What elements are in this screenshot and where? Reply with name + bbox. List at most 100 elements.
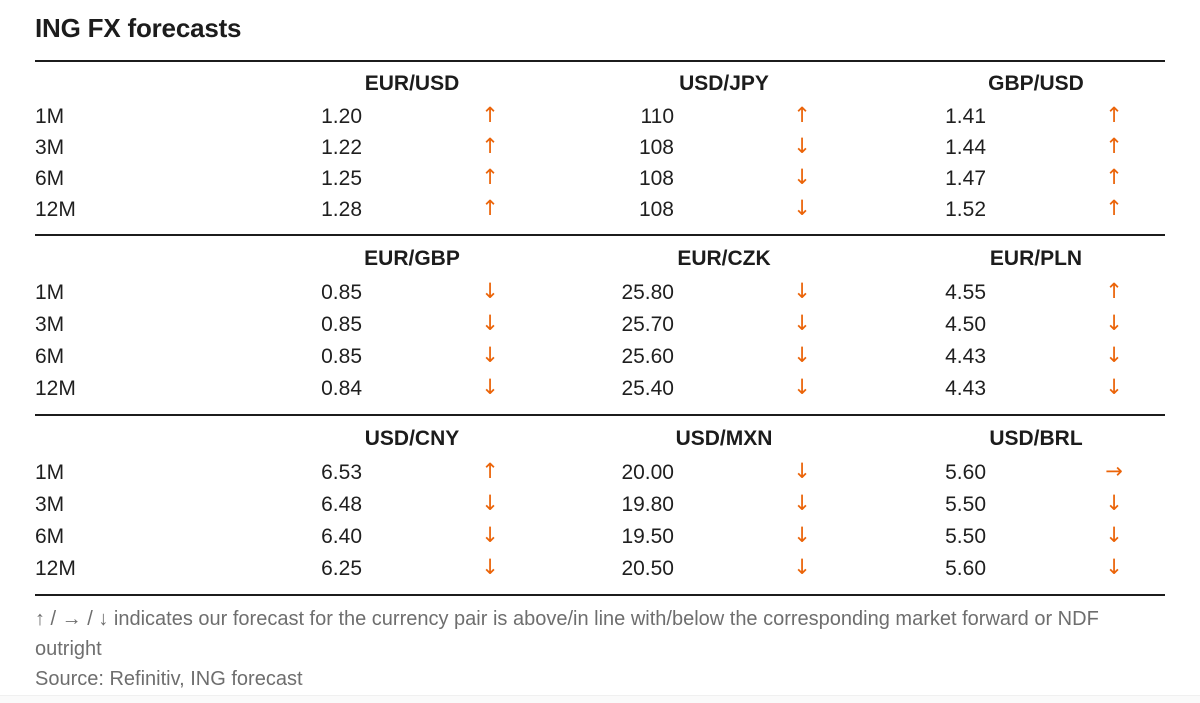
forecast-row: 1M 0.85 ↓ 25.80 ↓ 4.55 ↑ [35, 277, 1165, 309]
forecast-row: 12M 1.28 ↑ 108 ↓ 1.52 ↑ [35, 194, 1165, 225]
forecast-value: 1.22 [321, 135, 362, 159]
arrow-down-icon: ↓ [481, 311, 499, 335]
cell-group: 25.70 ↓ [562, 313, 874, 337]
arrow-down-icon: ↓ [1105, 375, 1123, 399]
pair-header: EUR/GBP [364, 247, 460, 270]
forecast-value: 20.00 [621, 461, 674, 484]
forecast-value: 4.43 [945, 377, 986, 400]
arrow-down-icon: ↓ [1105, 311, 1123, 335]
cell-group: 0.85 ↓ [250, 281, 562, 305]
forecast-value: 6.25 [321, 557, 362, 580]
forecast-value: 6.48 [321, 493, 362, 516]
cell-group: 19.80 ↓ [562, 493, 874, 517]
arrow-down-icon: ↓ [793, 133, 811, 158]
cell-group: 6.40 ↓ [250, 525, 562, 549]
forecast-value: 25.60 [621, 345, 674, 368]
arrow-up-icon: ↑ [1105, 195, 1123, 220]
forecast-value: 4.55 [945, 281, 986, 304]
forecast-value: 0.85 [321, 313, 362, 336]
cell-group: 25.80 ↓ [562, 281, 874, 305]
forecast-value: 6.53 [321, 461, 362, 484]
arrow-down-icon: ↓ [1105, 343, 1123, 367]
cell-group: 4.43 ↓ [874, 345, 1186, 369]
forecast-section-emerging: USD/CNY USD/MXN USD/BRL 1M 6.53 ↑ 20.00 … [35, 414, 1165, 594]
forecast-value: 0.85 [321, 345, 362, 368]
forecast-value: 25.80 [621, 281, 674, 304]
forecast-value: 6.40 [321, 525, 362, 548]
forecast-row: 3M 1.22 ↑ 108 ↓ 1.44 ↑ [35, 132, 1165, 163]
forecast-row: 6M 6.40 ↓ 19.50 ↓ 5.50 ↓ [35, 521, 1165, 553]
forecast-value: 1.28 [321, 197, 362, 221]
cell-group: 25.60 ↓ [562, 345, 874, 369]
pair-header: EUR/PLN [989, 247, 1083, 270]
forecast-value: 5.60 [945, 557, 986, 580]
cell-group: 20.00 ↓ [562, 461, 874, 485]
forecast-row: 3M 6.48 ↓ 19.80 ↓ 5.50 ↓ [35, 489, 1165, 521]
tenor-label: 6M [35, 525, 65, 548]
forecast-row: 6M 1.25 ↑ 108 ↓ 1.47 ↑ [35, 163, 1165, 194]
arrow-up-icon: ↑ [481, 102, 499, 127]
cell-group: 1.47 ↑ [874, 164, 1186, 191]
pair-header: USD/MXN [675, 427, 773, 450]
arrow-down-icon: ↓ [481, 555, 499, 579]
forecast-value: 110 [640, 104, 674, 128]
cell-group: 19.50 ↓ [562, 525, 874, 549]
arrow-down-icon: ↓ [793, 164, 811, 189]
cell-group: 4.55 ↑ [874, 281, 1186, 305]
arrow-down-icon: ↓ [793, 555, 811, 579]
arrow-up-icon: ↑ [1105, 164, 1123, 189]
pair-header: EUR/USD [364, 72, 460, 95]
cell-group: 108 ↓ [562, 133, 874, 160]
cell-group: 6.53 ↑ [250, 461, 562, 485]
cell-group: 5.60 → [874, 461, 1186, 485]
cell-group: 4.43 ↓ [874, 377, 1186, 401]
tenor-label: 3M [35, 135, 65, 159]
forecast-value: 108 [638, 166, 674, 190]
forecast-row: 6M 0.85 ↓ 25.60 ↓ 4.43 ↓ [35, 341, 1165, 373]
forecast-value: 20.50 [621, 557, 674, 580]
arrow-down-icon: ↓ [481, 375, 499, 399]
forecast-value: 0.84 [321, 377, 362, 400]
forecast-value: 4.43 [945, 345, 986, 368]
cell-group: 0.85 ↓ [250, 345, 562, 369]
arrow-down-icon: ↓ [793, 375, 811, 399]
forecast-value: 5.50 [945, 525, 986, 548]
forecast-value: 5.50 [945, 493, 986, 516]
arrow-up-icon: ↑ [481, 459, 499, 483]
arrow-down-icon: ↓ [793, 491, 811, 515]
arrow-down-icon: ↓ [481, 279, 499, 303]
arrow-down-icon: ↓ [793, 311, 811, 335]
header-row: EUR/GBP EUR/CZK EUR/PLN [35, 241, 1165, 277]
forecast-row: 12M 6.25 ↓ 20.50 ↓ 5.60 ↓ [35, 553, 1165, 585]
arrow-down-icon: ↓ [793, 523, 811, 547]
cell-group: 0.84 ↓ [250, 377, 562, 401]
arrow-up-icon: ↑ [481, 195, 499, 220]
tenor-label: 1M [35, 104, 65, 128]
tenor-label: 12M [35, 557, 76, 580]
screenshot-bottom-edge [0, 695, 1200, 703]
cell-group: 108 ↓ [562, 195, 874, 222]
tenor-label: 3M [35, 313, 65, 336]
forecast-row: 12M 0.84 ↓ 25.40 ↓ 4.43 ↓ [35, 373, 1165, 405]
table-footer: ↑ / → / ↓ indicates our forecast for the… [35, 594, 1165, 694]
header-row: EUR/USD USD/JPY GBP/USD [35, 67, 1165, 101]
forecast-value: 4.50 [945, 313, 986, 336]
cell-group: 108 ↓ [562, 164, 874, 191]
source-note: Source: Refinitiv, ING forecast [35, 668, 303, 690]
forecast-value: 25.40 [621, 377, 674, 400]
forecast-value: 108 [638, 135, 674, 159]
tenor-label: 1M [35, 281, 65, 304]
tenor-label: 1M [35, 461, 65, 484]
arrow-down-icon: ↓ [793, 343, 811, 367]
cell-group: 1.20 ↑ [250, 102, 562, 129]
arrow-up-icon: ↑ [481, 164, 499, 189]
pair-header: USD/BRL [989, 427, 1083, 450]
arrow-down-icon: ↓ [1105, 523, 1123, 547]
forecast-row: 1M 1.20 ↑ 110 ↑ 1.41 ↑ [35, 101, 1165, 132]
tenor-label: 6M [35, 345, 65, 368]
cell-group: 25.40 ↓ [562, 377, 874, 401]
arrow-up-icon: ↑ [481, 133, 499, 158]
cell-group: 1.44 ↑ [874, 135, 1186, 160]
arrow-down-icon: ↓ [793, 195, 811, 220]
